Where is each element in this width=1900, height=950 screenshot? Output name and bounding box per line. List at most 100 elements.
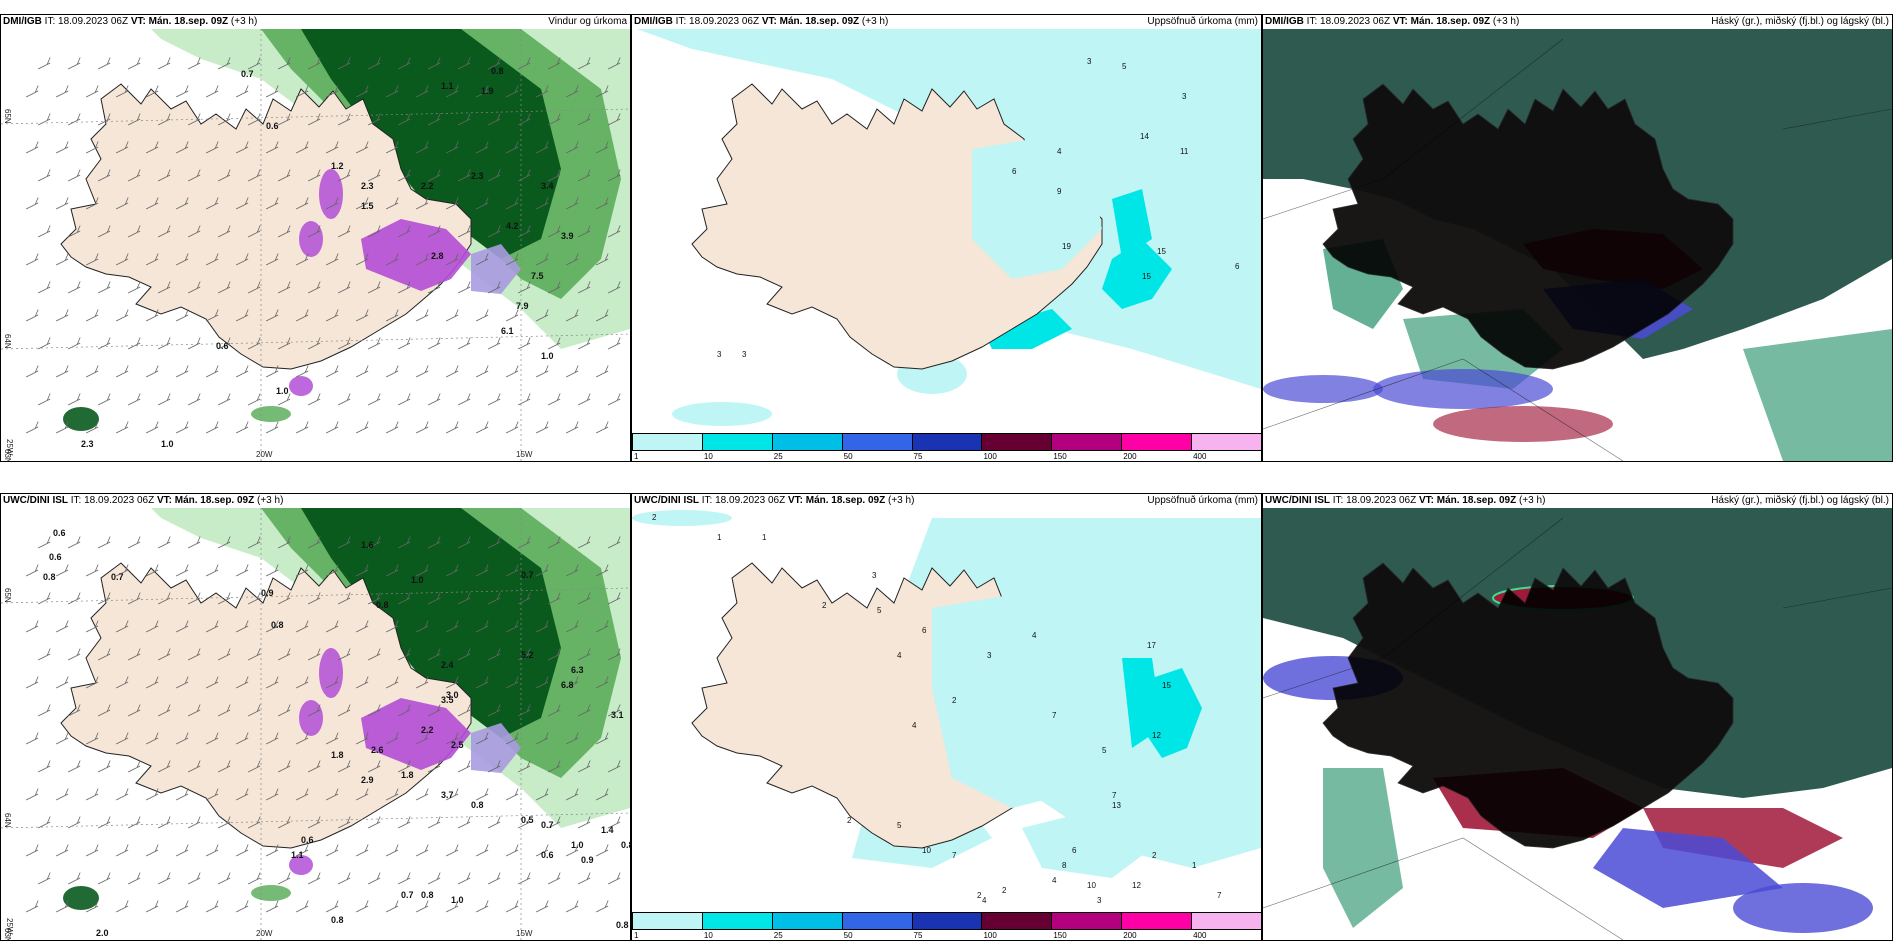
accum-value-label: 15 <box>1162 681 1171 690</box>
model-label: UWC/DINI ISL <box>1265 495 1330 506</box>
panel-header: DMI/IGB IT: 18.09.2023 06Z VT: Mán. 18.s… <box>1 15 630 29</box>
accum-value-label: 4 <box>1057 147 1062 156</box>
colorbar-swatch <box>1191 433 1261 451</box>
panel-clouds-uwc: UWC/DINI ISL IT: 18.09.2023 06Z VT: Mán.… <box>1262 493 1893 941</box>
precip-value-label: 0.7 <box>521 570 534 580</box>
precip-value-label: 6.3 <box>571 665 584 675</box>
accum-value-label: 7 <box>952 851 957 860</box>
accum-value-label: 1 <box>717 533 722 542</box>
accum-value-label: 3 <box>1097 896 1102 905</box>
lead-time: (+3 h) <box>257 495 284 506</box>
product-title: Háský (gr.), miðský (fj.bl.) og lágský (… <box>1711 495 1889 506</box>
valid-time: VT: Mán. 18.sep. 09Z <box>130 16 229 27</box>
issue-time: IT: 18.09.2023 06Z <box>70 495 155 506</box>
accum-value-label: 4 <box>1032 631 1037 640</box>
accum-value-label: 13 <box>1112 801 1121 810</box>
product-title: Háský (gr.), miðský (fj.bl.) og lágský (… <box>1711 16 1889 27</box>
colorbar-tick-label: 10 <box>703 931 713 940</box>
valid-time: VT: Mán. 18.sep. 09Z <box>1392 16 1491 27</box>
accum-value-label: 1 <box>762 533 767 542</box>
colorbar-tick-label: 400 <box>1193 452 1207 461</box>
accum-value-label: 12 <box>1132 881 1141 890</box>
accum-value-label: 4 <box>1052 876 1057 885</box>
precip-value-label: 2.2 <box>421 725 434 735</box>
lead-time: (+3 h) <box>888 495 915 506</box>
accum-value-label: 3 <box>742 350 747 359</box>
accum-value-label: 5 <box>897 821 902 830</box>
colorbar-swatch <box>632 912 703 930</box>
colorbar-swatch <box>1121 433 1193 451</box>
issue-time: IT: 18.09.2023 06Z <box>701 495 786 506</box>
issue-time: IT: 18.09.2023 06Z <box>44 16 129 27</box>
accum-value-label: 3 <box>1087 57 1092 66</box>
accum-value-label: 17 <box>1147 641 1156 650</box>
precip-value-label: 1.0 <box>161 439 174 449</box>
accum-value-label: 7 <box>1217 891 1222 900</box>
map-canvas: 65N 64N 63N 20W 15W 25W 0.6 0.6 0.8 0.7 0.9 0.8 1.6 0… <box>1 508 630 940</box>
colorbar-swatch <box>1121 912 1193 930</box>
map-canvas: 65N 64N 63N 20W 15W 25W 0.7 0.6 0.6 0.8 1.1 1.9 1.2 1… <box>1 29 630 461</box>
precip-value-label: 6.1 <box>501 326 514 336</box>
precip-value-label: 2.0 <box>96 928 109 938</box>
precip-value-label: 0.6 <box>53 528 66 538</box>
precip-value-label: 6.8 <box>561 680 574 690</box>
accum-value-label: 14 <box>1140 132 1149 141</box>
precip-value-label: 2.9 <box>361 775 374 785</box>
colorbar-swatch <box>701 433 773 451</box>
lon-label: 25W <box>5 918 14 935</box>
precip-value-label: 1.0 <box>451 895 464 905</box>
map-canvas: 3 5 3 4 6 9 14 11 19 15 6 3 3 15 <box>632 29 1261 433</box>
precip-value-label: 2.3 <box>81 439 94 449</box>
accum-value-label: 6 <box>1012 167 1017 176</box>
precip-value-label: 0.6 <box>301 835 314 845</box>
precip-value-label: 5.2 <box>521 650 534 660</box>
precip-value-label: 1.2 <box>331 161 344 171</box>
colorbar-swatch <box>911 433 983 451</box>
colorbar-swatch <box>771 912 843 930</box>
lat-label: 63N <box>3 928 12 940</box>
precip-value-label: 1.1 <box>291 850 304 860</box>
colorbar-swatch <box>1051 912 1123 930</box>
accum-value-label: 3 <box>987 651 992 660</box>
colorbar-tick-label: 50 <box>843 452 853 461</box>
colorbar-swatch <box>1191 912 1261 930</box>
precip-value-label: 1.0 <box>276 386 289 396</box>
accum-value-label: 6 <box>1235 262 1240 271</box>
map-canvas <box>1263 508 1892 940</box>
model-label: UWC/DINI ISL <box>3 495 68 506</box>
issue-time: IT: 18.09.2023 06Z <box>675 16 760 27</box>
valid-time: VT: Mán. 18.sep. 09Z <box>156 495 255 506</box>
precip-value-label: 0.6 <box>216 341 229 351</box>
valid-time: VT: Mán. 18.sep. 09Z <box>787 495 886 506</box>
accum-value-label: 5 <box>1122 62 1127 71</box>
lead-time: (+3 h) <box>1519 495 1546 506</box>
model-label: DMI/IGB <box>1265 16 1304 27</box>
colorbar-tick-label: 200 <box>1123 931 1137 940</box>
accum-value-label: 2 <box>977 891 982 900</box>
precip-value-label: 1.6 <box>361 540 374 550</box>
issue-time: IT: 18.09.2023 06Z <box>1306 16 1391 27</box>
panel-header: DMI/IGB IT: 18.09.2023 06Z VT: Mán. 18.s… <box>632 15 1261 29</box>
precip-value-label: 2.4 <box>441 660 454 670</box>
accum-value-label: 15 <box>1142 272 1151 281</box>
panel-header: DMI/IGB IT: 18.09.2023 06Z VT: Mán. 18.s… <box>1263 15 1892 29</box>
accum-value-label: 11 <box>1180 147 1189 156</box>
precip-value-label: 1.5 <box>361 201 374 211</box>
colorbar-tick-label: 25 <box>773 931 783 940</box>
model-label: DMI/IGB <box>3 16 42 27</box>
colorbar-tick-label: 150 <box>1053 452 1067 461</box>
colorbar: 1 10 25 50 75 100 150 200 400 <box>632 912 1261 940</box>
precip-value-label: 0.9 <box>581 855 594 865</box>
precip-value-label: 0.8 <box>616 920 629 930</box>
lead-time: (+3 h) <box>230 16 258 27</box>
issue-time: IT: 18.09.2023 06Z <box>1332 495 1417 506</box>
colorbar-swatch <box>632 433 703 451</box>
map-canvas <box>1263 29 1892 461</box>
precip-value-label: 2.3 <box>361 181 374 191</box>
precip-value-label: 1.8 <box>401 770 414 780</box>
precip-value-label: 0.6 <box>49 552 62 562</box>
precip-value-label: 0.8 <box>376 600 389 610</box>
colorbar-tick-label: 100 <box>983 931 997 940</box>
panel-clouds-dmi: DMI/IGB IT: 18.09.2023 06Z VT: Mán. 18.s… <box>1262 14 1893 462</box>
precip-value-label: 2.6 <box>371 745 384 755</box>
